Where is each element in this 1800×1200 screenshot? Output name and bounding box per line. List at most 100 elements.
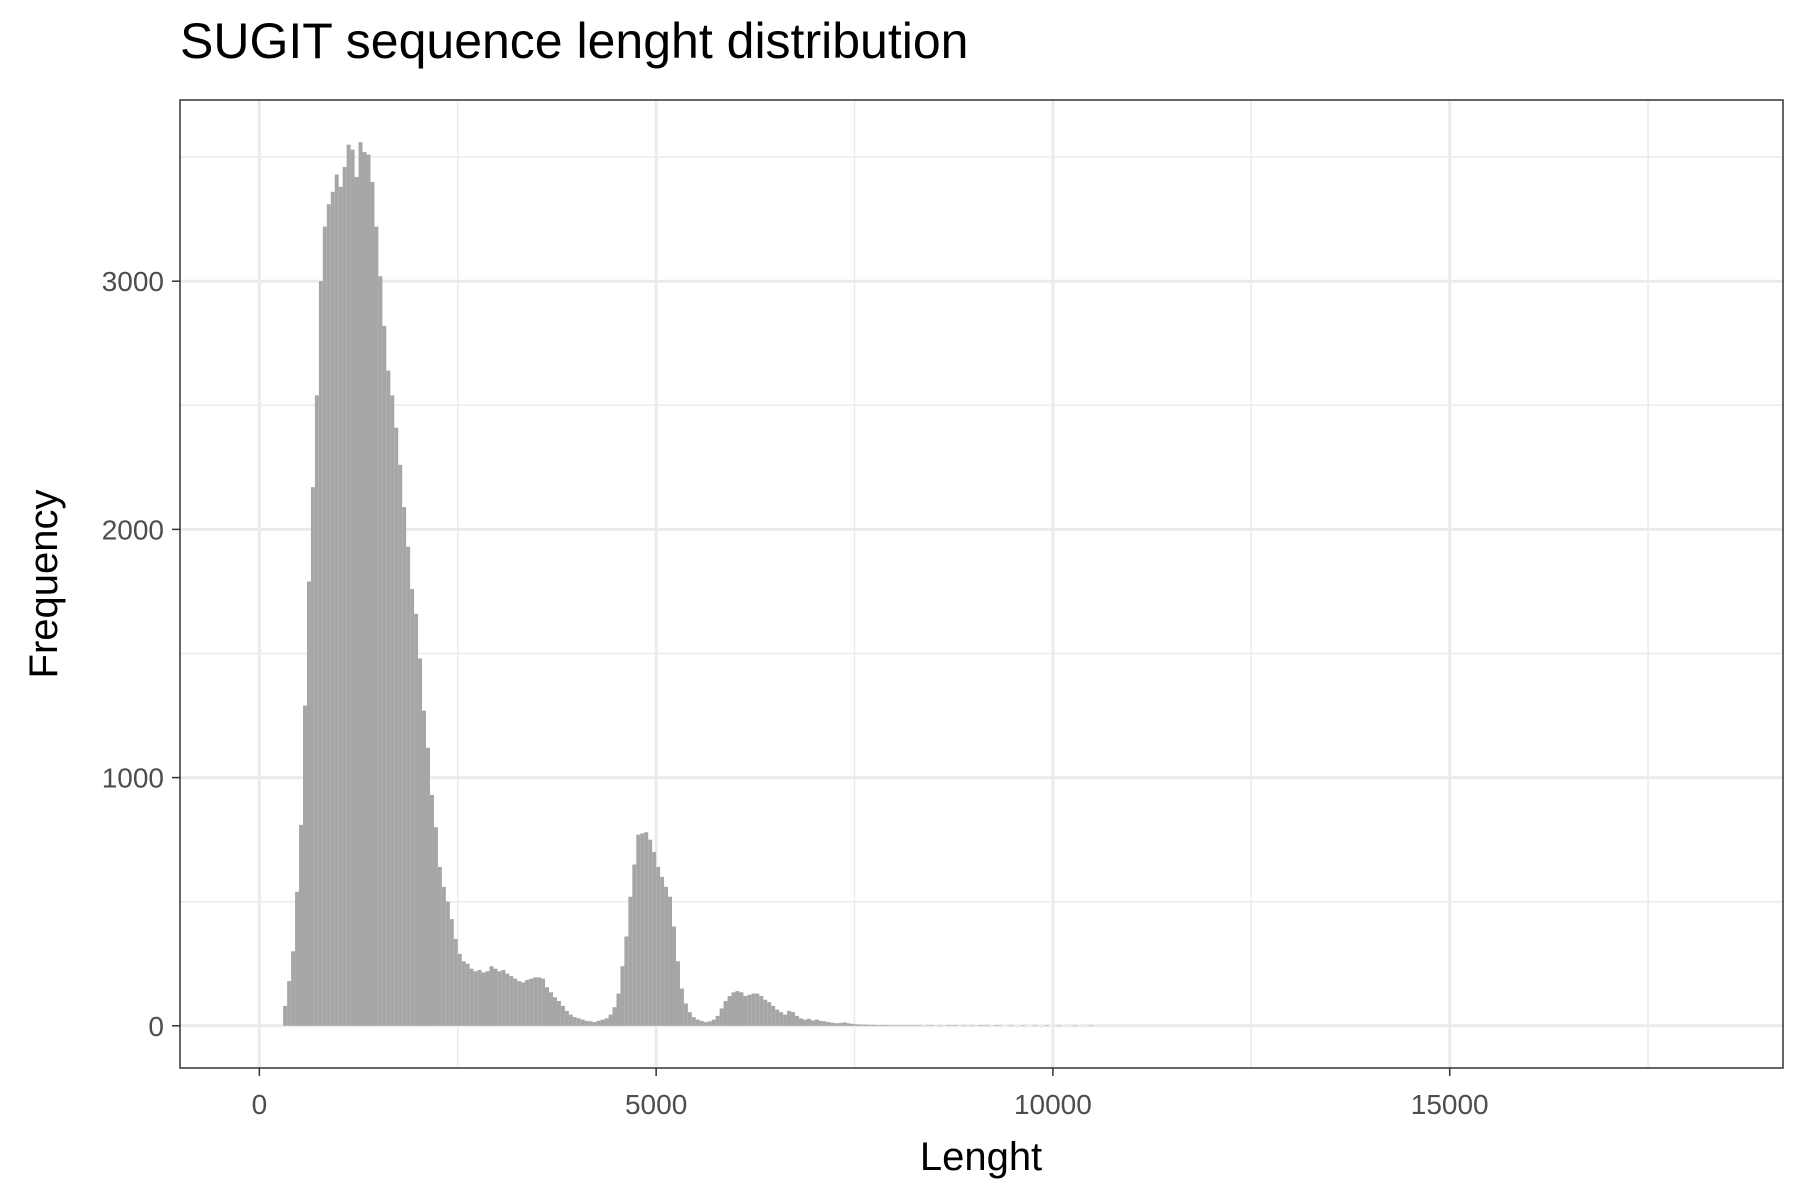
histogram-bar (465, 963, 470, 1026)
histogram-bar (1009, 1025, 1014, 1026)
histogram-bar (449, 919, 454, 1026)
histogram-bar (886, 1025, 891, 1026)
histogram-bar (806, 1018, 811, 1026)
histogram-bar (814, 1019, 819, 1026)
histogram-bar (771, 1005, 776, 1026)
histogram-bar (493, 968, 498, 1026)
histogram-bar (1021, 1025, 1026, 1026)
histogram-bar (894, 1025, 899, 1026)
histogram-bar (854, 1024, 859, 1026)
histogram-bar (322, 226, 327, 1026)
y-axis: 0 1000 2000 3000 (102, 266, 180, 1042)
histogram-bar (600, 1019, 605, 1026)
histogram-bar (898, 1025, 903, 1026)
histogram-bar (318, 281, 323, 1026)
histogram-bar (691, 1017, 696, 1026)
histogram-bar (830, 1022, 835, 1026)
x-tick-label: 10000 (1014, 1089, 1092, 1120)
histogram-bar (509, 976, 514, 1026)
histogram-bar (489, 966, 494, 1026)
histogram-bar (632, 864, 637, 1026)
histogram-bar (394, 427, 399, 1026)
histogram-bar (798, 1018, 803, 1026)
histogram-bar (929, 1025, 934, 1026)
histogram-bar (402, 507, 407, 1026)
histogram-bar (846, 1023, 851, 1026)
histogram-bar (945, 1025, 950, 1026)
histogram-bar (485, 971, 490, 1026)
histogram-bar (378, 276, 383, 1026)
histogram-bar (291, 951, 296, 1026)
histogram-bar (604, 1018, 609, 1026)
histogram-bar (660, 876, 665, 1026)
histogram-bar (878, 1025, 883, 1026)
histogram-bar (981, 1025, 986, 1026)
histogram-bar (616, 993, 621, 1026)
histogram-bar (326, 204, 331, 1026)
histogram-bar (838, 1022, 843, 1026)
histogram-bar (918, 1025, 922, 1026)
histogram-bar (648, 839, 653, 1026)
histogram-bar (592, 1022, 597, 1026)
x-tick-label: 15000 (1411, 1089, 1489, 1120)
histogram-bar (791, 1012, 796, 1026)
histogram-bar (608, 1014, 613, 1026)
histogram-bar (711, 1019, 716, 1026)
histogram-bar (437, 866, 442, 1026)
histogram-bar (533, 977, 538, 1026)
histogram-bar (560, 1005, 565, 1026)
histogram-bar (390, 395, 395, 1026)
histogram-bar (715, 1015, 720, 1026)
histogram-bar (795, 1015, 799, 1026)
histogram-bar (985, 1025, 990, 1026)
histogram-bar (695, 1019, 700, 1026)
histogram-bar (429, 794, 434, 1026)
histogram-bar (358, 142, 363, 1026)
y-tick-label: 3000 (102, 266, 164, 297)
histogram-bar (818, 1020, 823, 1026)
histogram-bar (687, 1012, 692, 1026)
histogram-bar (719, 1008, 724, 1026)
histogram-bar (870, 1024, 875, 1026)
histogram-bar (354, 176, 359, 1026)
plot-border (179, 99, 1784, 1069)
histogram-bar (576, 1018, 581, 1026)
histogram-bar (283, 1005, 288, 1026)
histogram-bar (295, 891, 300, 1026)
histogram-bar (612, 1007, 617, 1026)
histogram-bar (679, 988, 684, 1026)
y-tick-label: 0 (148, 1011, 164, 1042)
histogram-bar (767, 1002, 772, 1026)
x-axis-title: Lenght (920, 1135, 1042, 1179)
y-tick-label: 1000 (102, 763, 164, 794)
histogram-bar (723, 1000, 728, 1026)
histogram-bar (866, 1024, 871, 1026)
histogram-bar (469, 968, 474, 1026)
histogram-bar (374, 226, 379, 1026)
histogram-bar (568, 1014, 573, 1026)
histogram-bar (727, 996, 732, 1026)
histogram-bar (362, 152, 367, 1026)
histogram-bar (501, 969, 506, 1026)
histogram-bar (751, 993, 756, 1026)
histogram-bar (406, 546, 411, 1026)
histogram-bar (699, 1020, 704, 1026)
histogram-bar (386, 370, 391, 1026)
histogram-bar (473, 971, 478, 1026)
histogram-bar (338, 186, 343, 1026)
histogram-bar (783, 1014, 788, 1026)
histogram-bar (366, 154, 371, 1026)
histogram-bar (826, 1022, 831, 1026)
histogram-bar (426, 747, 430, 1026)
histogram-bar (683, 1003, 688, 1026)
histogram-bar (334, 174, 339, 1026)
histogram-bar (755, 993, 760, 1026)
histogram-bar (834, 1023, 839, 1026)
histogram-bar (461, 961, 466, 1026)
histogram-bar (850, 1023, 855, 1026)
histogram-bar (949, 1025, 954, 1026)
histogram-bar (997, 1025, 1002, 1026)
histogram-bar (346, 144, 351, 1026)
histogram-bar (422, 710, 427, 1026)
